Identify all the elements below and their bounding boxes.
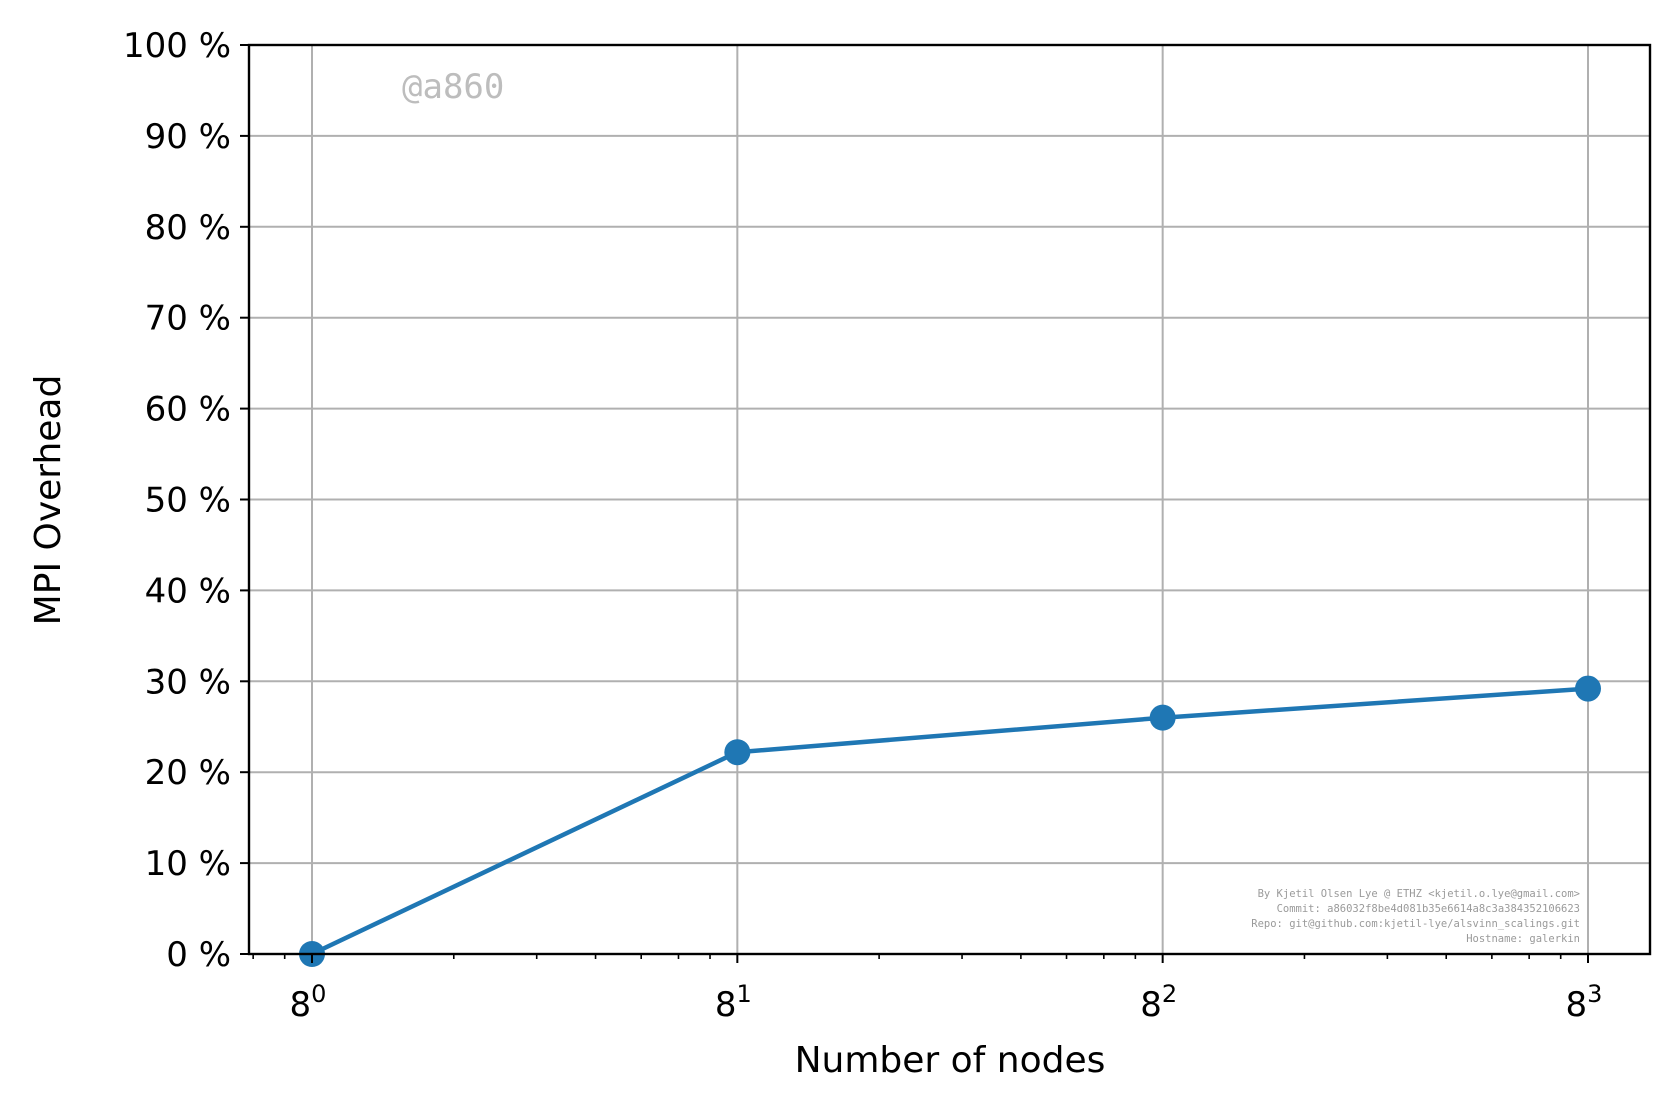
y-tick-label: 0 % (166, 935, 231, 975)
y-tick-label: 30 % (145, 662, 231, 702)
y-tick-label: 40 % (145, 571, 231, 611)
x-tick-label: 80 (290, 980, 327, 1025)
ticks (240, 44, 1589, 963)
x-tick-label: 83 (1566, 980, 1603, 1025)
credits-line: By Kjetil Olsen Lye @ ETHZ <kjetil.o.lye… (1258, 888, 1580, 900)
credits-line: Commit: a86032f8be4d081b35e6614a8c3a3843… (1277, 903, 1580, 915)
series-layer (299, 675, 1601, 967)
data-point (1574, 675, 1601, 702)
watermark: @a860 (402, 67, 504, 107)
x-tick-label: 82 (1140, 980, 1177, 1025)
y-tick-label: 20 % (145, 753, 231, 793)
data-point (1149, 704, 1176, 731)
x-axis-label: Number of nodes (795, 1040, 1106, 1081)
y-tick-label: 80 % (145, 208, 231, 248)
y-tick-label: 60 % (145, 390, 231, 430)
y-axis-label: MPI Overhead (28, 375, 69, 626)
y-tick-label: 70 % (145, 299, 231, 339)
credits-line: Repo: git@github.com:kjetil-lye/alsvinn_… (1251, 918, 1580, 930)
data-point (724, 739, 751, 766)
y-tick-label: 50 % (145, 481, 231, 521)
credits-line: Hostname: galerkin (1466, 933, 1580, 945)
y-tick-label: 90 % (145, 117, 231, 157)
y-tick-label: 10 % (145, 844, 231, 884)
y-tick-label: 100 % (123, 26, 231, 66)
series-line (311, 686, 1589, 957)
credits-block: By Kjetil Olsen Lye @ ETHZ <kjetil.o.lye… (1251, 888, 1580, 945)
x-tick-label: 81 (715, 980, 752, 1025)
tick-labels: 0 % 10 % 20 % 30 % 40 % 50 % 60 % 70 % 80 % 90 % 1… (123, 26, 1602, 1025)
